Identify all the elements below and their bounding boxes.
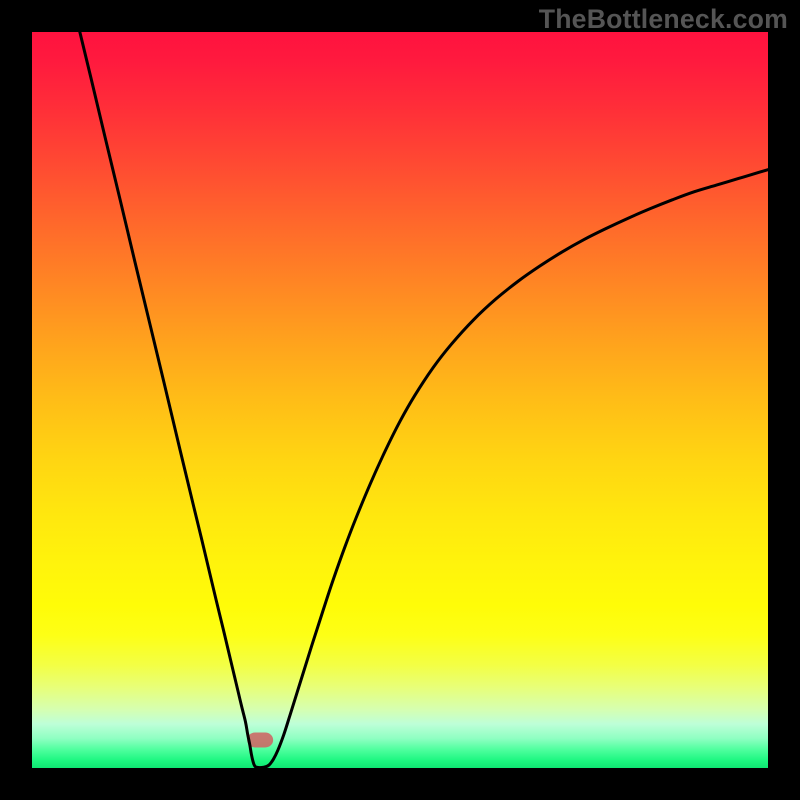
bottleneck-chart-canvas: TheBottleneck.com	[0, 0, 800, 800]
watermark-text: TheBottleneck.com	[539, 4, 788, 35]
chart-plot-area	[32, 32, 768, 768]
chart-svg	[0, 0, 800, 800]
